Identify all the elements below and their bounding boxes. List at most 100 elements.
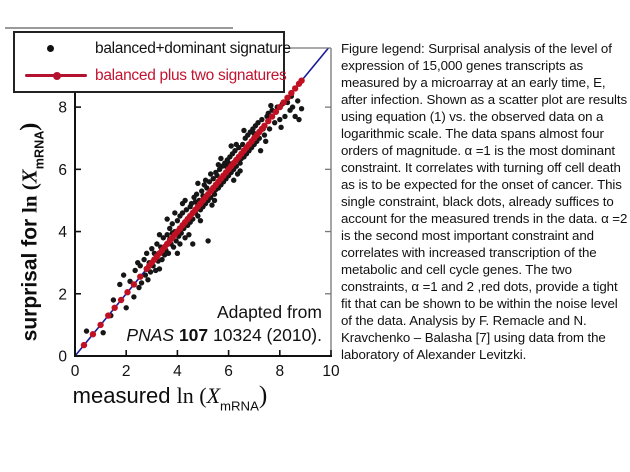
data-point-black xyxy=(207,171,214,177)
data-point-black xyxy=(177,241,183,247)
data-point-black xyxy=(145,277,151,283)
annotation-line1: Adapted from xyxy=(216,302,322,322)
data-point-black xyxy=(237,168,243,174)
x-title-subscript: mRNA xyxy=(220,398,259,414)
data-point-black xyxy=(120,272,127,278)
data-point-black xyxy=(215,161,222,168)
data-point-black xyxy=(209,202,215,208)
data-point-black xyxy=(169,221,175,227)
data-point-black xyxy=(182,197,188,204)
data-point-black xyxy=(149,245,155,252)
data-point-black xyxy=(263,138,269,145)
y-title-prefix: surprisal for xyxy=(18,212,42,342)
data-point-black xyxy=(205,238,211,244)
data-point-black xyxy=(278,124,284,131)
data-point-black xyxy=(138,280,145,286)
data-point-red xyxy=(284,94,291,101)
x-tick-label: 0 xyxy=(71,363,80,380)
data-point-red xyxy=(111,304,118,311)
y-tick-label: 4 xyxy=(58,224,67,241)
data-point-black xyxy=(195,213,201,219)
data-point-black xyxy=(172,210,178,216)
legend-item-balanced-dominant: balanced+dominant signature xyxy=(23,35,291,62)
data-point-black xyxy=(271,119,278,126)
data-point-black xyxy=(231,177,237,183)
data-point-black xyxy=(156,266,163,272)
data-point-red xyxy=(291,85,299,92)
data-point-red xyxy=(89,331,97,338)
data-point-black xyxy=(296,116,302,123)
data-point-black xyxy=(167,225,173,232)
data-point-red xyxy=(124,289,131,296)
y-tick-label: 8 xyxy=(58,100,67,117)
data-point-black xyxy=(259,116,265,123)
data-point-black xyxy=(257,147,264,154)
data-point-black xyxy=(110,297,117,303)
data-point-red xyxy=(276,103,283,111)
data-point-black xyxy=(174,250,181,257)
data-point-black xyxy=(195,180,201,187)
data-point-black xyxy=(228,143,234,149)
data-point-red xyxy=(130,281,138,288)
legend-item-balanced-two: balanced plus two signatures xyxy=(23,62,287,89)
data-point-black xyxy=(298,105,305,112)
y-title-ln: ln ( xyxy=(17,183,42,213)
top-divider-line xyxy=(5,27,233,29)
data-point-black xyxy=(295,98,301,104)
data-point-black xyxy=(282,113,288,120)
data-point-red xyxy=(261,122,268,129)
data-point-black xyxy=(183,207,190,213)
data-point-black xyxy=(143,250,150,257)
data-point-black xyxy=(197,217,204,224)
data-point-black xyxy=(100,329,106,336)
y-tick-label: 2 xyxy=(58,286,67,303)
data-point-black xyxy=(233,141,239,148)
data-point-black xyxy=(164,216,170,222)
annotation-pages: 10324 (2010). xyxy=(208,325,322,345)
scatter-plot: 0 2 4 6 8 10 0 2 4 6 8 xyxy=(58,47,340,380)
data-point-black xyxy=(174,217,181,224)
data-point-black xyxy=(154,241,160,247)
data-point-black xyxy=(241,127,247,134)
data-point-black xyxy=(170,244,177,250)
y-title-close-paren: ) xyxy=(15,122,43,131)
y-title-subscript: mRNA xyxy=(32,130,47,170)
x-tick-label: 6 xyxy=(224,363,233,380)
data-point-black xyxy=(131,294,137,300)
x-title-close-paren: ) xyxy=(258,381,268,409)
data-point-black xyxy=(160,235,167,241)
data-point-black xyxy=(199,188,205,194)
data-point-red xyxy=(280,99,287,106)
data-point-black xyxy=(232,147,238,154)
data-point-red xyxy=(117,296,125,304)
data-point-black xyxy=(186,231,192,238)
data-point-black xyxy=(164,231,170,238)
data-point-black xyxy=(165,250,172,257)
data-point-red xyxy=(80,341,88,349)
data-point-black xyxy=(210,175,216,182)
red-line-dot-marker-icon xyxy=(23,71,95,80)
annotation-journal: PNAS xyxy=(126,325,179,345)
data-point-red xyxy=(265,117,272,125)
data-point-red xyxy=(272,108,280,115)
black-dot-marker-icon xyxy=(23,45,95,52)
data-point-black xyxy=(137,263,143,269)
data-point-black xyxy=(193,191,200,197)
data-point-black xyxy=(255,119,261,126)
data-point-black xyxy=(142,272,149,278)
data-point-red xyxy=(97,321,104,329)
source-annotation: Adapted from PNAS 107 10324 (2010). xyxy=(126,301,322,347)
y-title-variable: X xyxy=(17,169,42,184)
data-point-black xyxy=(261,132,268,138)
data-point-black xyxy=(192,199,199,205)
data-point-black xyxy=(159,256,165,263)
data-point-black xyxy=(156,231,163,238)
data-point-black xyxy=(141,256,147,263)
x-tick-label: 10 xyxy=(322,363,340,380)
data-point-black xyxy=(132,267,138,274)
data-point-black xyxy=(202,177,209,183)
x-axis-title: measured ln (XmRNA) xyxy=(60,381,280,413)
data-point-black xyxy=(117,281,123,288)
data-point-red xyxy=(268,113,276,120)
x-tick-label: 4 xyxy=(173,363,182,380)
